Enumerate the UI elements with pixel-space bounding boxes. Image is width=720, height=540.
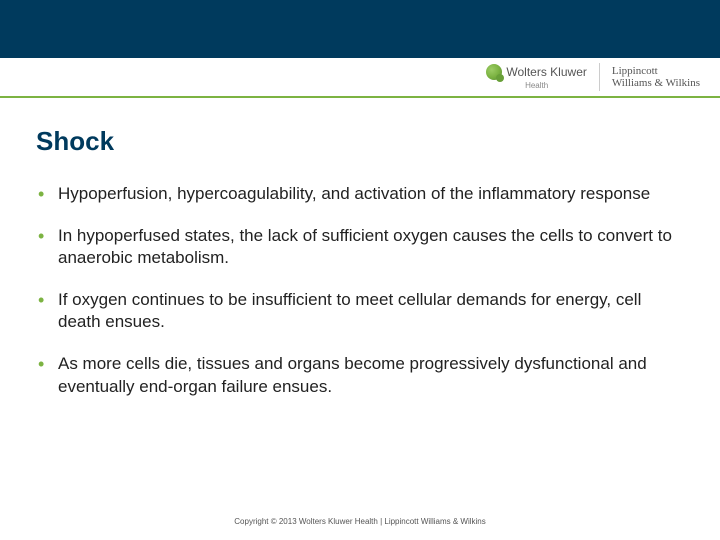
bullet-item: As more cells die, tissues and organs be…: [36, 353, 684, 397]
copyright-footer: Copyright © 2013 Wolters Kluwer Health |…: [0, 517, 720, 526]
bullet-item: Hypoperfusion, hypercoagulability, and a…: [36, 183, 684, 205]
lww-logo: Lippincott Williams & Wilkins: [612, 65, 700, 89]
logo-strip: Wolters Kluwer Health Lippincott William…: [0, 58, 720, 98]
slide-content: Shock Hypoperfusion, hypercoagulability,…: [0, 98, 720, 398]
slide-title: Shock: [36, 126, 684, 157]
bullet-list: Hypoperfusion, hypercoagulability, and a…: [36, 183, 684, 398]
logo-divider: [599, 63, 600, 91]
wk-brand-sub: Health: [525, 81, 548, 90]
bullet-item: In hypoperfused states, the lack of suff…: [36, 225, 684, 269]
header-bar: [0, 0, 720, 58]
logo-group: Wolters Kluwer Health Lippincott William…: [486, 63, 700, 91]
wk-brand-name: Wolters Kluwer: [506, 65, 586, 79]
bullet-item: If oxygen continues to be insufficient t…: [36, 289, 684, 333]
wk-globe-icon: [486, 64, 502, 80]
lww-line1: Lippincott: [612, 65, 700, 77]
lww-line2: Williams & Wilkins: [612, 77, 700, 89]
wolters-kluwer-logo: Wolters Kluwer Health: [486, 64, 586, 90]
